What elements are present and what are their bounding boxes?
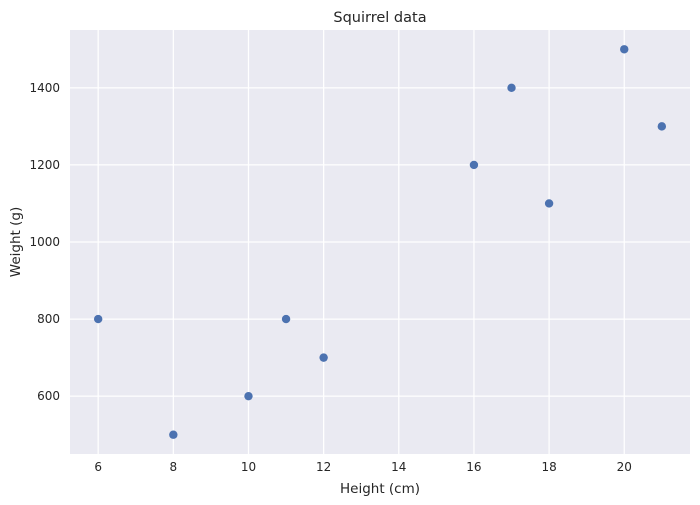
y-tick-label: 800 bbox=[37, 312, 60, 326]
y-tick-label: 1400 bbox=[29, 81, 60, 95]
x-tick-label: 10 bbox=[241, 460, 256, 474]
x-tick-label: 18 bbox=[541, 460, 556, 474]
scatter-point bbox=[93, 314, 103, 324]
scatter-point bbox=[281, 314, 291, 324]
grid-lines bbox=[70, 30, 690, 454]
chart-title: Squirrel data bbox=[333, 10, 426, 26]
x-tick-label: 16 bbox=[466, 460, 481, 474]
x-tick-labels: 6 8 10 12 14 16 18 20 bbox=[94, 460, 632, 474]
x-tick-label: 6 bbox=[94, 460, 102, 474]
x-tick-label: 12 bbox=[316, 460, 331, 474]
x-axis-label: Height (cm) bbox=[340, 481, 420, 497]
y-tick-labels: 600 800 1000 1200 1400 bbox=[29, 81, 60, 403]
x-tick-label: 20 bbox=[617, 460, 632, 474]
scatter-point bbox=[507, 83, 516, 93]
y-axis-label: Weight (g) bbox=[8, 207, 24, 277]
scatter-point bbox=[469, 160, 479, 170]
y-tick-label: 1200 bbox=[29, 158, 60, 172]
scatter-points bbox=[93, 45, 667, 439]
y-tick-label: 600 bbox=[37, 389, 60, 403]
y-tick-label: 1000 bbox=[29, 235, 60, 249]
scatter-point bbox=[169, 430, 178, 439]
x-tick-label: 14 bbox=[391, 460, 406, 474]
scatter-point bbox=[657, 122, 667, 131]
scatter-point bbox=[244, 391, 253, 401]
scatter-point bbox=[620, 45, 629, 54]
scatter-point bbox=[319, 353, 328, 362]
scatter-point bbox=[544, 199, 554, 208]
x-tick-label: 8 bbox=[170, 460, 178, 474]
